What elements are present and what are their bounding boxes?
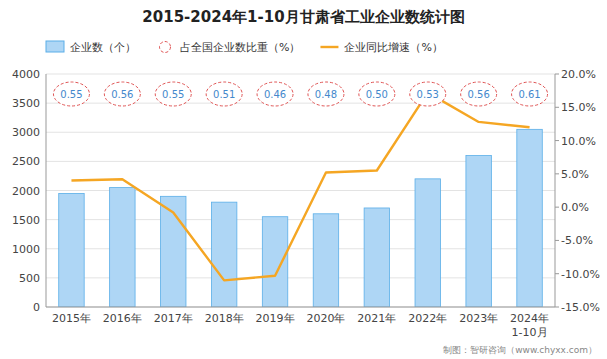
bar (59, 193, 84, 307)
y2-tick (555, 173, 559, 174)
y2-tick (555, 273, 559, 274)
x-tick-label: 2022年 (408, 312, 447, 325)
y2-tick-label: 0.0% (561, 201, 589, 214)
y2-tick-label: -10.0% (561, 268, 600, 281)
x-sublabel: 1-10月 (512, 326, 548, 339)
ratio-circle (257, 82, 293, 106)
x-tick-label: 2021年 (357, 312, 396, 325)
ratio-circle (206, 82, 242, 106)
plot-area (59, 93, 543, 307)
y-tick-label: 2000 (12, 185, 40, 198)
data-label: 0.48 (315, 89, 337, 100)
ratio-circle (512, 82, 548, 106)
ratio-circle (53, 82, 89, 106)
y2-tick (555, 207, 559, 208)
y2-tick-label: 10.0% (561, 135, 596, 148)
y2-tick (555, 307, 559, 308)
data-label: 0.56 (468, 89, 490, 100)
legend-swatch (320, 46, 338, 48)
x-tick-label: 2018年 (205, 312, 244, 325)
x-tick-label: 2024年 (510, 312, 549, 325)
grid-line (46, 74, 555, 75)
data-label: 0.46 (264, 89, 286, 100)
x-tick-label: 2017年 (154, 312, 193, 325)
ratio-circle (104, 82, 140, 106)
data-label: 0.56 (111, 89, 133, 100)
legend-swatch (46, 41, 64, 52)
ratio-labels: 0.55 0.56 0.55 0.51 0.46 0.48 0.50 0.53 0.56 0.61 (53, 82, 547, 106)
bar (110, 188, 135, 307)
y-tick-label: 3500 (12, 97, 40, 110)
grid-line (46, 132, 555, 133)
data-label: 0.55 (60, 89, 82, 100)
x-tick-label: 2023年 (459, 312, 498, 325)
x-tick-label: 2019年 (256, 312, 295, 325)
y2-tick (555, 74, 559, 75)
legend: 企业数（个） 占全国企业数比重（%） 企业同比增速（%） (46, 41, 443, 54)
y2-tick-label: -5.0% (561, 234, 593, 247)
ratio-circle (308, 82, 344, 106)
legend-label: 企业同比增速（%） (344, 41, 442, 54)
data-label: 0.50 (366, 89, 388, 100)
title: 2015-2024年1-10月甘肃省工业企业数统计图 (142, 8, 464, 26)
y2-tick (555, 140, 559, 141)
line (71, 93, 529, 281)
data-label: 0.55 (162, 89, 184, 100)
bar (262, 217, 287, 307)
y-tick-label: 0 (33, 301, 40, 314)
y2-tick-label: -15.0% (561, 301, 600, 314)
y2-axis (555, 74, 556, 307)
grid (46, 74, 555, 307)
y-tick-label: 2500 (12, 155, 40, 168)
bar (364, 208, 389, 307)
bar (211, 202, 236, 307)
y-tick-label: 1000 (12, 243, 40, 256)
y-tick-label: 1500 (12, 214, 40, 227)
y-axis (46, 74, 47, 307)
data-label: 0.51 (213, 89, 235, 100)
ratio-circle (155, 82, 191, 106)
ratio-circle (461, 82, 497, 106)
ratio-circle (410, 82, 446, 106)
x-axis (46, 307, 555, 308)
y-tick-label: 500 (19, 272, 40, 285)
bar (313, 214, 338, 307)
y2-tick-label: 20.0% (561, 68, 596, 81)
data-label: 0.53 (417, 89, 439, 100)
bar (517, 129, 542, 307)
x-tick-label: 2015年 (52, 312, 91, 325)
x-tick-label: 2016年 (103, 312, 142, 325)
legend-label: 占全国企业数比重（%） (180, 41, 300, 54)
legend-label: 企业数（个） (70, 41, 136, 54)
grid-line (46, 307, 555, 308)
bar (466, 156, 491, 307)
ratio-circle (359, 82, 395, 106)
x-tick-label: 2020年 (306, 312, 345, 325)
y2-tick-label: 5.0% (561, 168, 589, 181)
y-tick-label: 3000 (12, 126, 40, 139)
legend-swatch (160, 42, 171, 53)
bar (415, 179, 440, 307)
footer: 制图：智研咨询（www.chyxx.com） (443, 345, 597, 355)
data-label: 0.61 (518, 89, 540, 100)
y2-tick-label: 15.0% (561, 101, 596, 114)
y2-tick (555, 107, 559, 108)
y2-tick (555, 240, 559, 241)
y-tick-label: 4000 (12, 68, 40, 81)
